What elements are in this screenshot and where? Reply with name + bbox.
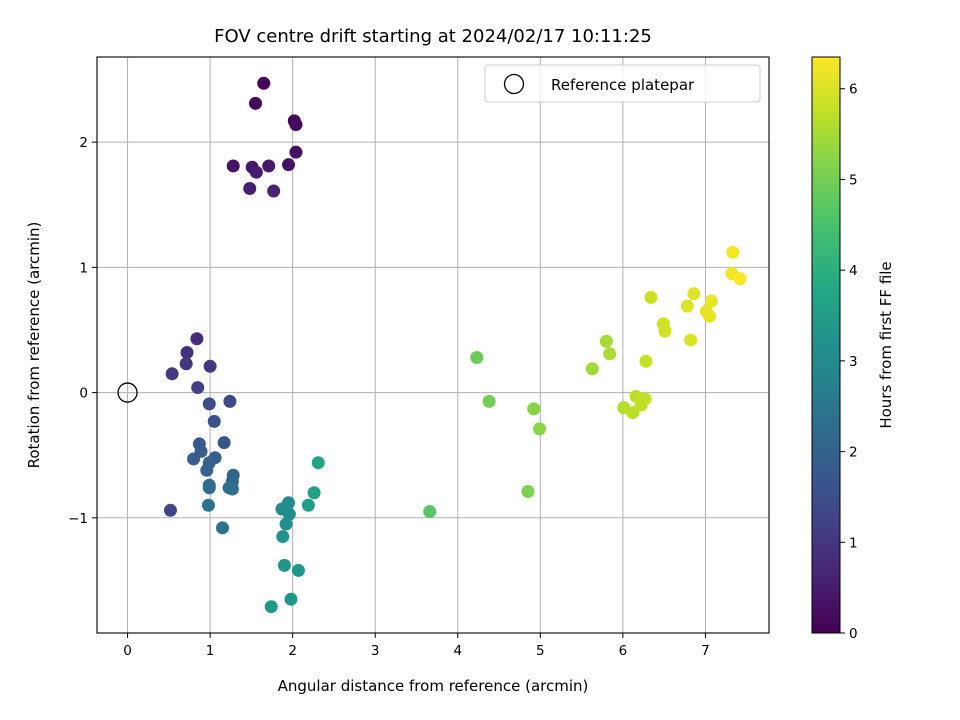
- data-point: [243, 181, 257, 195]
- data-point: [703, 309, 717, 323]
- data-point: [687, 287, 701, 301]
- data-point: [684, 333, 698, 347]
- y-axis-title: Rotation from reference (arcmin): [25, 222, 43, 469]
- data-point: [200, 463, 214, 477]
- data-point: [282, 507, 296, 521]
- x-tick-label: 4: [453, 643, 462, 659]
- data-point: [289, 118, 303, 132]
- data-point: [277, 558, 291, 572]
- data-point: [626, 406, 640, 420]
- reference-point: [117, 382, 138, 403]
- legend: Reference platepar: [484, 64, 761, 103]
- colorbar-tick-label: 0: [849, 626, 858, 642]
- data-point: [202, 481, 216, 495]
- x-tick-label: 2: [288, 643, 297, 659]
- data-point: [599, 334, 613, 348]
- data-point: [223, 394, 237, 408]
- data-point: [680, 299, 694, 313]
- data-points: [163, 76, 747, 614]
- data-point: [423, 505, 437, 519]
- colorbar-gradient: [811, 56, 841, 634]
- x-tick-label: 7: [701, 643, 710, 659]
- data-point: [279, 517, 293, 531]
- data-point: [532, 422, 546, 436]
- data-point: [225, 482, 239, 496]
- colorbar-tick-label: 3: [849, 354, 858, 370]
- data-point: [249, 165, 263, 179]
- data-point: [644, 290, 658, 304]
- data-point: [163, 503, 177, 517]
- data-point: [226, 159, 240, 173]
- reference-marker: [117, 382, 138, 403]
- plot-frame: [96, 56, 770, 634]
- data-point: [301, 498, 315, 512]
- data-point: [638, 392, 652, 406]
- y-tick-label: 0: [79, 386, 88, 402]
- data-point: [179, 357, 193, 371]
- x-tick-label: 6: [619, 643, 628, 659]
- x-axis: 0 1 2 3 4 5 6 7: [123, 633, 710, 659]
- data-point: [180, 346, 194, 360]
- data-point: [165, 367, 179, 381]
- data-point: [215, 521, 229, 535]
- data-point: [191, 381, 205, 395]
- y-tick-label: −1: [68, 511, 88, 527]
- data-point: [733, 272, 747, 286]
- data-point: [585, 362, 599, 376]
- data-point: [521, 485, 535, 499]
- legend-marker-icon: [503, 73, 525, 95]
- data-point: [527, 402, 541, 416]
- data-point: [284, 592, 298, 606]
- colorbar-tick-label: 1: [849, 535, 858, 551]
- x-tick-label: 3: [371, 643, 380, 659]
- data-point: [482, 394, 496, 408]
- data-point: [603, 347, 617, 361]
- data-point: [202, 397, 216, 411]
- y-tick-label: 1: [79, 260, 88, 276]
- data-point: [704, 294, 718, 308]
- colorbar-tick-label: 6: [849, 82, 858, 98]
- x-tick-label: 1: [206, 643, 215, 659]
- legend-box: [484, 64, 761, 103]
- data-point: [264, 600, 278, 614]
- x-tick-label: 5: [536, 643, 545, 659]
- data-point: [639, 354, 653, 368]
- data-point: [201, 498, 215, 512]
- data-point: [190, 332, 204, 346]
- data-point: [203, 359, 217, 373]
- data-point: [207, 414, 221, 428]
- data-point: [187, 452, 201, 466]
- x-tick-label: 0: [123, 643, 132, 659]
- data-point: [470, 351, 484, 365]
- data-point: [257, 76, 271, 90]
- data-point: [289, 145, 303, 159]
- data-point: [658, 324, 672, 338]
- data-point: [276, 530, 290, 544]
- colorbar-tick-label: 4: [849, 263, 858, 279]
- colorbar: 0 1 2 3 4 5 6 Hours from first FF file: [811, 56, 895, 642]
- colorbar-tick-label: 5: [849, 172, 858, 188]
- data-point: [291, 563, 305, 577]
- data-point: [267, 184, 281, 198]
- data-point: [282, 158, 296, 172]
- data-point: [726, 245, 740, 259]
- colorbar-tick-label: 2: [849, 445, 858, 461]
- y-tick-label: 2: [79, 135, 88, 151]
- data-point: [217, 436, 231, 450]
- data-point: [311, 456, 325, 470]
- data-point: [307, 486, 321, 500]
- colorbar-label: Hours from first FF file: [877, 261, 895, 428]
- data-point: [249, 96, 263, 110]
- y-axis: −1 0 1 2: [68, 135, 97, 527]
- legend-entry: Reference platepar: [551, 76, 695, 94]
- data-point: [262, 159, 276, 173]
- chart-title: FOV centre drift starting at 2024/02/17 …: [214, 26, 652, 47]
- x-axis-title: Angular distance from reference (arcmin): [278, 677, 589, 695]
- colorbar-ticks: 0 1 2 3 4 5 6: [840, 82, 858, 642]
